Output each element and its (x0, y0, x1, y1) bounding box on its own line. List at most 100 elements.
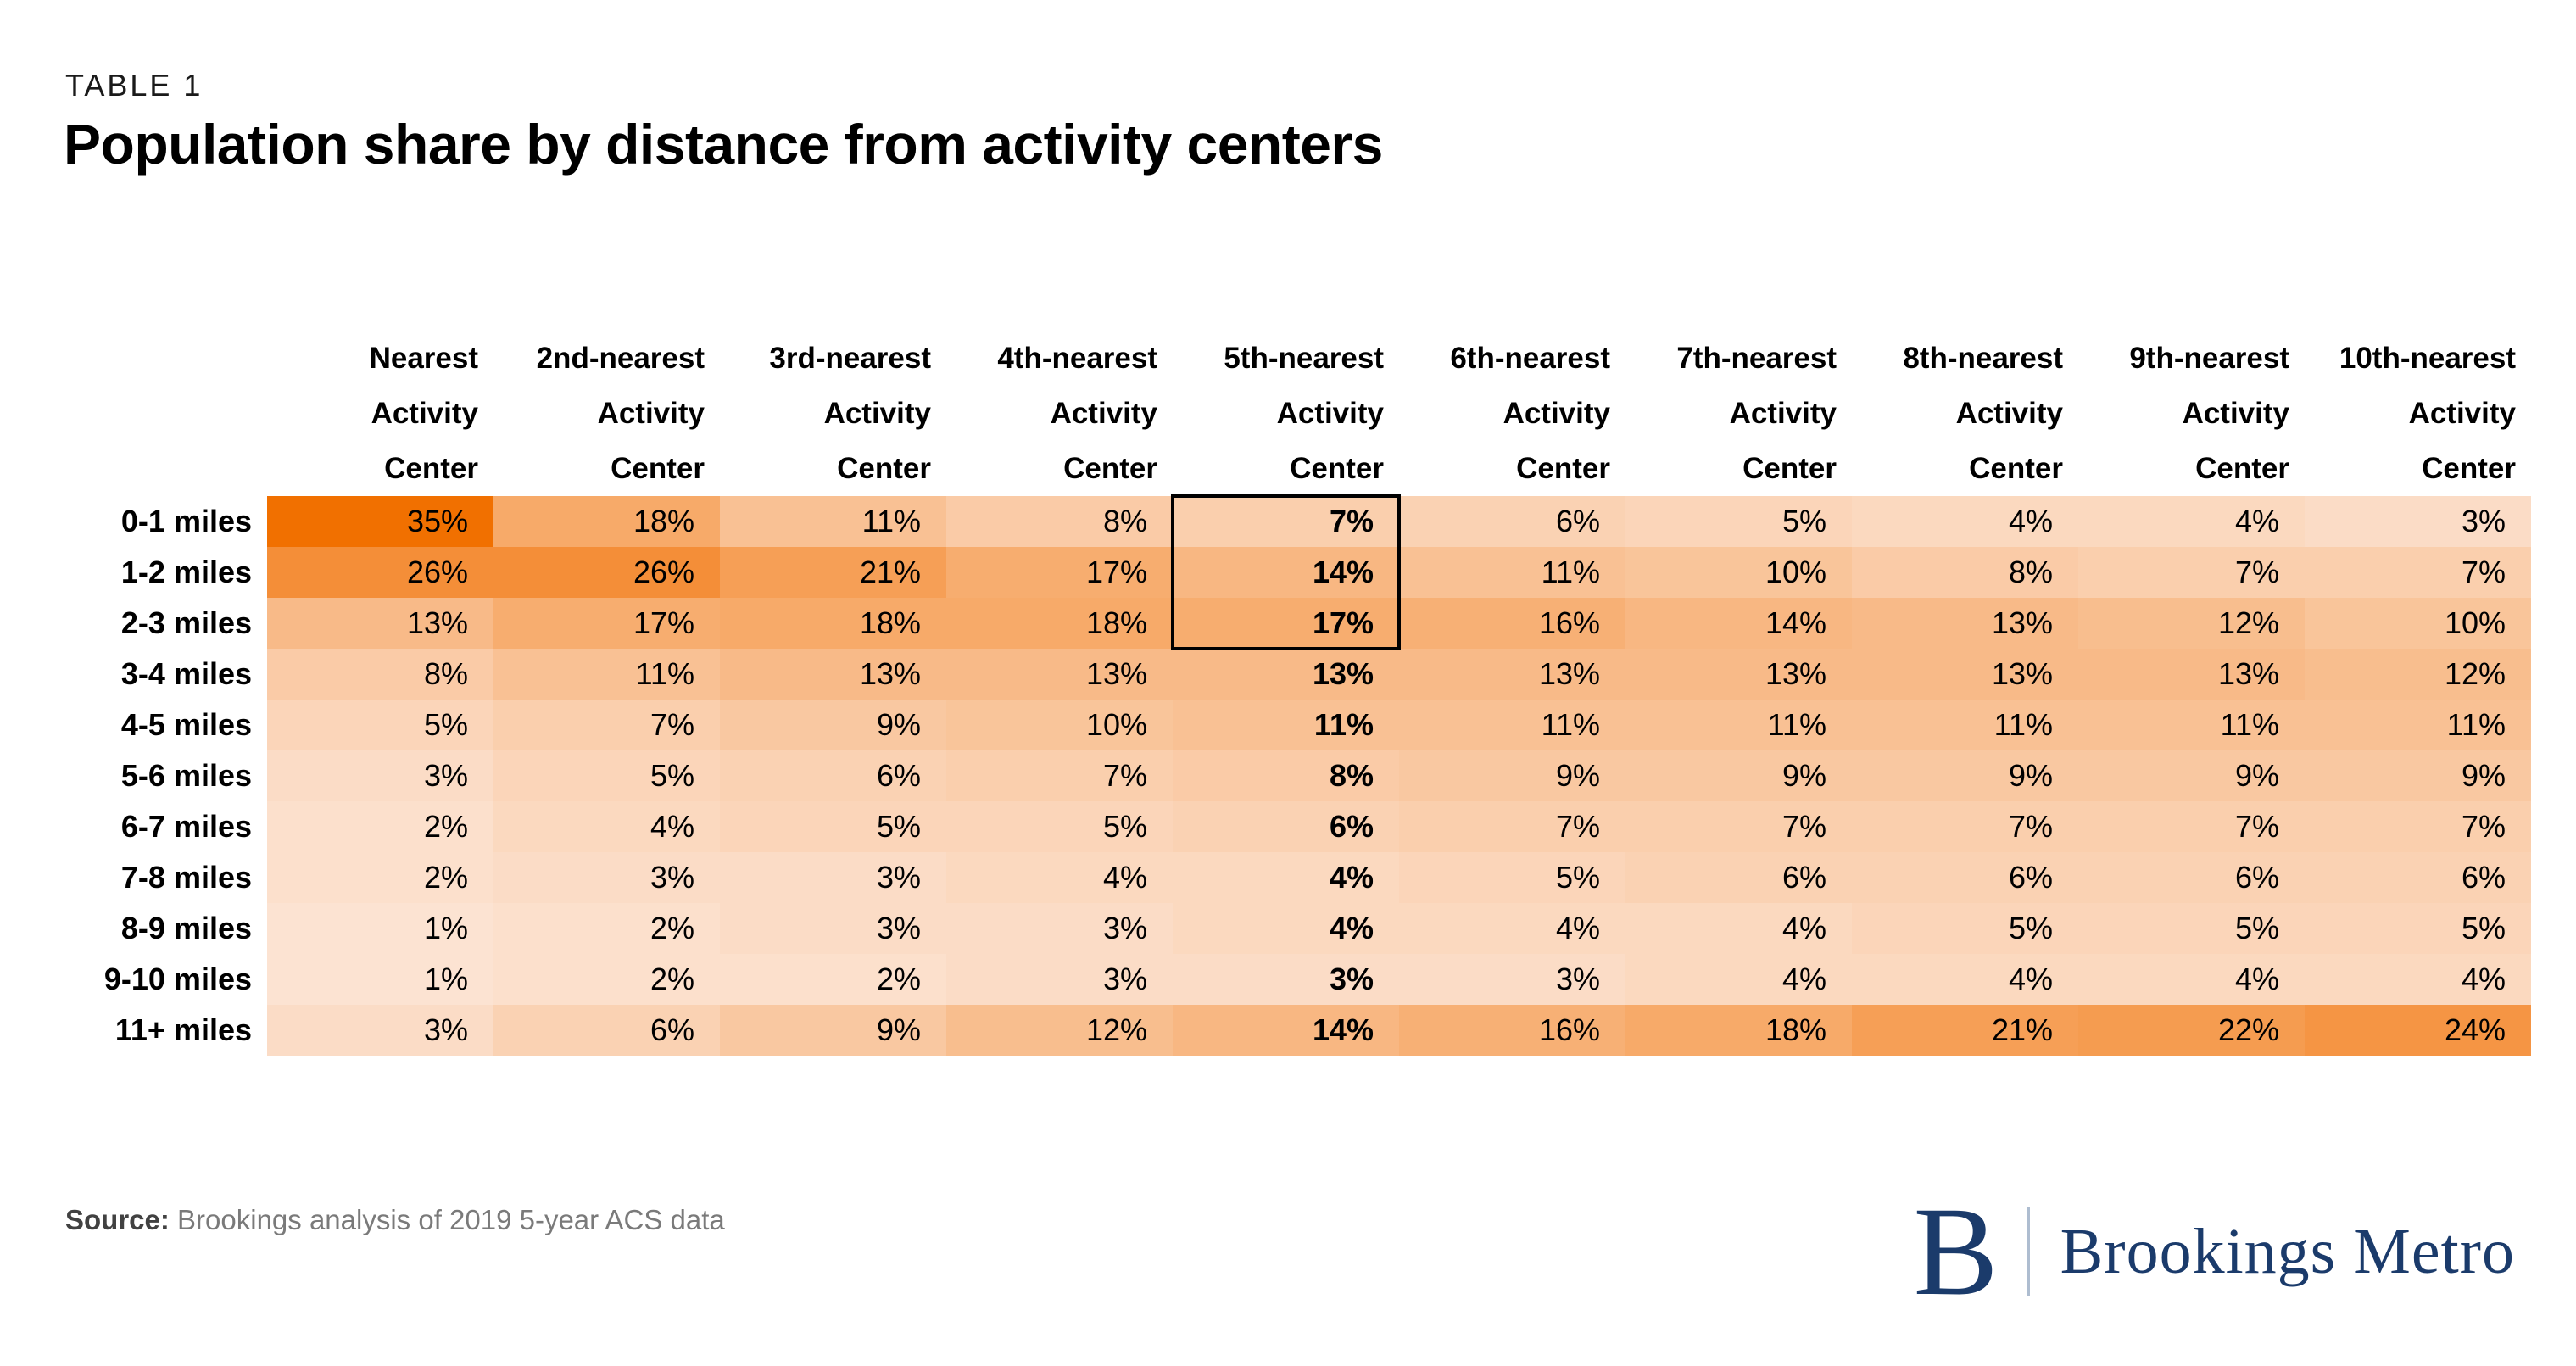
table-cell: 11% (1173, 700, 1399, 750)
column-header-line: 9th-nearest (2129, 342, 2289, 375)
corner-spacer (64, 331, 267, 496)
table-cell: 6% (720, 750, 946, 801)
table-cell: 3% (2305, 496, 2531, 547)
column-header-line: Center (611, 452, 705, 485)
table-cell: 2% (267, 801, 493, 852)
table-cell: 12% (2305, 649, 2531, 700)
column-header-line: Center (384, 452, 478, 485)
row-label: 5-6 miles (64, 750, 267, 801)
row-label: 1-2 miles (64, 547, 267, 598)
column-header-line: 6th-nearest (1450, 342, 1610, 375)
table-cell: 4% (1173, 903, 1399, 954)
column-header-line: 4th-nearest (997, 342, 1157, 375)
table-cell: 17% (1173, 598, 1399, 649)
table-cell: 13% (720, 649, 946, 700)
table-cell: 35% (267, 496, 493, 547)
table-cell: 3% (267, 1005, 493, 1056)
column-header-line: Activity (1050, 397, 1157, 430)
table-cell: 9% (720, 700, 946, 750)
column-header-line: Activity (1276, 397, 1384, 430)
column-header: 8th-nearest Activity Center (1852, 331, 2078, 496)
table-cell: 4% (1625, 903, 1852, 954)
table-cell: 4% (2078, 496, 2305, 547)
table-cell: 13% (1173, 649, 1399, 700)
table-cell: 10% (2305, 598, 2531, 649)
column-header: 7th-nearest Activity Center (1625, 331, 1852, 496)
table-cell: 7% (2305, 547, 2531, 598)
table-cell: 6% (2305, 852, 2531, 903)
table-cell: 7% (946, 750, 1173, 801)
table-cell: 7% (2078, 547, 2305, 598)
table-cell: 11% (1399, 700, 1625, 750)
table-cell: 3% (493, 852, 720, 903)
row-label: 8-9 miles (64, 903, 267, 954)
table-cell: 3% (946, 903, 1173, 954)
column-header-line: 3rd-nearest (769, 342, 931, 375)
table-cell: 11% (493, 649, 720, 700)
table-cell: 4% (2305, 954, 2531, 1005)
table-cell: 9% (2078, 750, 2305, 801)
table-cell: 21% (1852, 1005, 2078, 1056)
table-cell: 5% (267, 700, 493, 750)
brookings-b-monogram: B (1913, 1181, 1999, 1322)
table-cell: 3% (946, 954, 1173, 1005)
source-note: Source: Brookings analysis of 2019 5-yea… (65, 1204, 725, 1236)
column-header-line: 8th-nearest (1903, 342, 2063, 375)
table-cell: 8% (1852, 547, 2078, 598)
row-label: 7-8 miles (64, 852, 267, 903)
column-header-line: Nearest (369, 342, 478, 375)
column-header-line: 10th-nearest (2339, 342, 2516, 375)
table-cell: 13% (1852, 649, 2078, 700)
table-cell: 5% (720, 801, 946, 852)
table-cell: 7% (1399, 801, 1625, 852)
table-cell: 10% (946, 700, 1173, 750)
table-cell: 4% (1399, 903, 1625, 954)
table-cell: 5% (1625, 496, 1852, 547)
column-header: 4th-nearest Activity Center (946, 331, 1173, 496)
table-cell: 9% (1625, 750, 1852, 801)
table-cell: 5% (1399, 852, 1625, 903)
column-header-line: Activity (2408, 397, 2516, 430)
table-cell: 5% (493, 750, 720, 801)
table-cell: 7% (1173, 496, 1399, 547)
table-cell: 13% (1399, 649, 1625, 700)
table-cell: 13% (946, 649, 1173, 700)
column-header: 3rd-nearest Activity Center (720, 331, 946, 496)
table-cell: 9% (1852, 750, 2078, 801)
table-cell: 9% (2305, 750, 2531, 801)
table-cell: 13% (267, 598, 493, 649)
table-cell: 18% (946, 598, 1173, 649)
table-cell: 14% (1625, 598, 1852, 649)
table-cell: 18% (493, 496, 720, 547)
column-header-line: Activity (1729, 397, 1837, 430)
table-cell: 4% (493, 801, 720, 852)
table-cell: 11% (1399, 547, 1625, 598)
table-cell: 5% (2305, 903, 2531, 954)
table-cell: 24% (2305, 1005, 2531, 1056)
column-header-line: Center (1742, 452, 1837, 485)
row-label: 4-5 miles (64, 700, 267, 750)
column-header-line: Center (1290, 452, 1384, 485)
row-label: 11+ miles (64, 1005, 267, 1056)
table-cell: 11% (2305, 700, 2531, 750)
column-header-line: Activity (1503, 397, 1610, 430)
table-cell: 10% (1625, 547, 1852, 598)
table-cell: 11% (720, 496, 946, 547)
table-cell: 2% (493, 954, 720, 1005)
column-header-line: Activity (1955, 397, 2063, 430)
column-header: 6th-nearest Activity Center (1399, 331, 1625, 496)
table-cell: 26% (267, 547, 493, 598)
table-cell: 3% (267, 750, 493, 801)
table-cell: 6% (1852, 852, 2078, 903)
table-cell: 16% (1399, 1005, 1625, 1056)
table-cell: 21% (720, 547, 946, 598)
row-label: 6-7 miles (64, 801, 267, 852)
table-cell: 8% (1173, 750, 1399, 801)
table-cell: 5% (1852, 903, 2078, 954)
table-cell: 18% (1625, 1005, 1852, 1056)
column-header-line: Center (2195, 452, 2289, 485)
table-cell: 4% (1852, 954, 2078, 1005)
table-cell: 7% (493, 700, 720, 750)
source-label: Source: (65, 1204, 170, 1235)
table-cell: 3% (720, 852, 946, 903)
